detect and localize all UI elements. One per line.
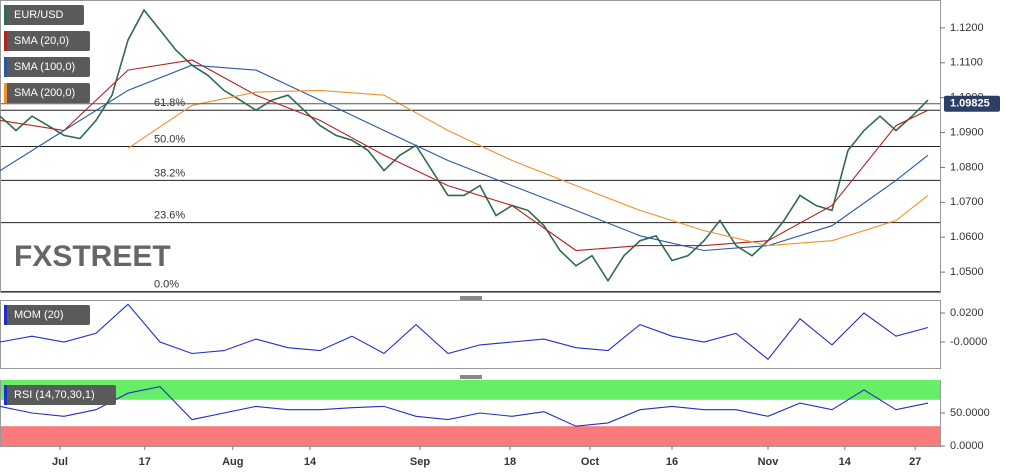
panel-frame [0,300,941,369]
x-tick-label: Jul [52,456,68,468]
series-line [127,89,929,247]
y-tick-label: 50.0000 [950,407,990,419]
last-price-tag [944,95,1000,112]
x-tick-label: Nov [758,456,780,468]
legend-box[interactable] [4,57,90,77]
legend-box[interactable] [4,305,90,325]
series-line [0,386,929,427]
y-tick-label: 1.0800 [950,161,984,173]
y-tick-label: 1.0600 [950,231,984,243]
legend-label: SMA (200,0) [14,87,75,99]
panel-resize-handle[interactable] [460,375,482,379]
panel-frame [0,0,941,293]
y-tick-label: 1.0700 [950,196,984,208]
fib-label: 38.2% [154,167,185,179]
legend-box[interactable] [4,31,90,51]
panel-resize-handle[interactable] [460,296,482,300]
x-tick-label: Aug [222,456,243,468]
oversold-zone [1,426,940,446]
legend-label: EUR/USD [14,9,64,21]
x-tick-label: Oct [581,456,600,468]
watermark: FXSTREET [14,240,171,273]
fib-label: 61.8% [154,97,185,109]
legend-box[interactable] [4,385,116,405]
legend-swatch [4,385,7,405]
fib-label: 23.6% [154,209,185,221]
legend-swatch [4,305,7,325]
last-price-label: 1.09825 [950,98,990,110]
y-tick-label: 1.0500 [950,266,984,278]
legend-label: MOM (20) [14,309,64,321]
fib-label: 50.0% [154,133,185,145]
legend-label: RSI (14,70,30,1) [14,389,95,401]
overbought-zone [1,380,940,400]
x-tick-label: 18 [504,456,516,468]
x-tick-label: Sep [410,456,430,468]
series-line [0,8,929,283]
legend-label: SMA (20,0) [14,35,69,47]
y-tick-label: -0.0000 [950,336,987,348]
legend-swatch [4,57,7,77]
legend-label: SMA (100,0) [14,61,75,73]
legend-box[interactable] [4,5,84,25]
y-tick-label: 1.1200 [950,22,984,34]
series-line [0,59,929,252]
legend-box[interactable] [4,83,90,103]
y-tick-label: 1.1100 [950,57,983,69]
x-tick-label: 14 [304,456,317,468]
series-line [0,303,929,361]
x-tick-label: 16 [666,456,678,468]
x-tick-label: 17 [139,456,151,468]
y-tick-label: 0.0200 [950,307,984,319]
legend-swatch [4,5,7,25]
y-tick-label: 0.0000 [950,440,984,452]
fib-label: 0.0% [154,279,179,291]
y-tick-label: 1.0900 [950,126,984,138]
x-tick-label: 27 [909,456,921,468]
series-line [0,64,929,252]
legend-swatch [4,31,7,51]
legend-swatch [4,83,7,103]
x-tick-label: 14 [839,456,852,468]
